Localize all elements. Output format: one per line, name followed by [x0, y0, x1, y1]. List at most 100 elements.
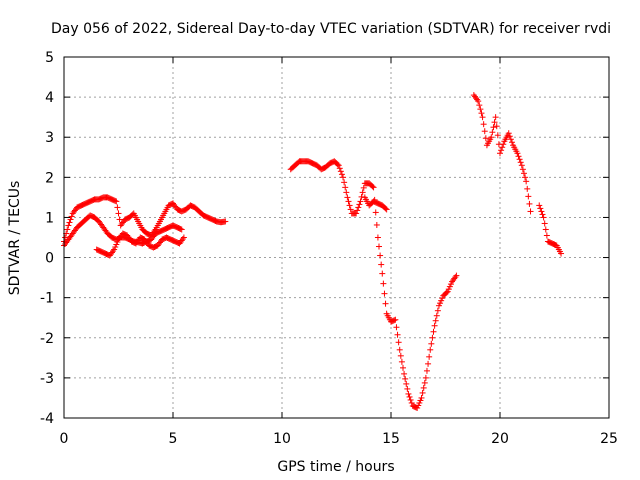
data-point	[178, 226, 185, 233]
data-point	[398, 358, 405, 365]
data-point	[65, 222, 72, 229]
data-point	[112, 197, 119, 204]
data-point	[392, 316, 399, 323]
data-point	[537, 205, 544, 212]
data-point	[373, 221, 380, 228]
data-point	[343, 189, 350, 196]
data-point	[417, 397, 424, 404]
data-point	[358, 193, 365, 200]
data-point	[222, 218, 229, 225]
data-point	[402, 375, 409, 382]
data-point	[428, 340, 435, 347]
y-tick-label: 1	[45, 210, 54, 226]
y-tick-label: 3	[45, 130, 54, 146]
grid-lines	[64, 57, 609, 418]
data-point	[518, 162, 525, 169]
data-point	[445, 286, 452, 293]
y-tick-label: 4	[45, 90, 54, 106]
y-axis-label: SDTVAR / TECUs	[7, 181, 23, 296]
data-point	[508, 139, 515, 146]
data-point	[62, 234, 69, 241]
data-point	[524, 185, 531, 192]
data-point	[541, 220, 548, 227]
y-tick-label: 2	[45, 170, 54, 186]
data-point	[407, 396, 414, 403]
y-tick-label: -3	[40, 371, 54, 387]
data-point	[347, 206, 354, 213]
data-point	[539, 211, 546, 218]
data-point	[522, 174, 529, 181]
data-point	[420, 384, 427, 391]
data-point	[526, 200, 533, 207]
x-tick-label: 25	[600, 431, 618, 447]
data-point	[476, 102, 483, 109]
data-point	[113, 198, 120, 205]
data-point	[376, 243, 383, 250]
data-point	[334, 161, 341, 168]
chart-title: Day 056 of 2022, Sidereal Day-to-day VTE…	[51, 21, 611, 37]
data-point	[542, 226, 549, 233]
data-point	[381, 290, 388, 297]
data-point	[416, 399, 423, 406]
data-point	[377, 252, 384, 259]
data-point	[479, 114, 486, 121]
data-point	[493, 123, 500, 130]
x-tick-label: 10	[273, 431, 291, 447]
data-point	[408, 399, 415, 406]
data-point	[515, 153, 522, 160]
data-point	[344, 194, 351, 201]
data-point	[438, 297, 445, 304]
data-point	[480, 121, 487, 128]
data-point	[64, 226, 71, 233]
data-point	[397, 352, 404, 359]
data-point	[422, 374, 429, 381]
data-point	[393, 324, 400, 331]
data-point	[538, 208, 545, 215]
data-point	[498, 147, 505, 154]
data-point	[404, 385, 411, 392]
y-tick-label: -1	[40, 291, 54, 307]
data-point	[114, 239, 121, 246]
tick-labels: 0 5 10 15 20 25 -4 -3 -2 -1 0 1 2 3 4 5	[40, 50, 618, 447]
data-point	[345, 198, 352, 205]
data-point	[382, 300, 389, 307]
data-point	[421, 379, 428, 386]
data-point	[383, 206, 390, 213]
data-point	[427, 346, 434, 353]
data-point	[477, 106, 484, 113]
data-point	[357, 198, 364, 205]
data-point	[497, 150, 503, 157]
data-point	[342, 184, 349, 191]
data-point	[520, 170, 527, 177]
data-point	[453, 272, 460, 279]
data-point	[67, 216, 74, 223]
data-point	[423, 367, 430, 374]
data-point	[340, 174, 347, 181]
x-tick-label: 20	[491, 431, 509, 447]
data-point	[337, 168, 344, 175]
data-point	[439, 295, 446, 302]
x-tick-label: 15	[382, 431, 400, 447]
data-point	[514, 150, 521, 157]
data-point	[536, 202, 543, 209]
plot-frame	[63, 56, 610, 419]
x-tick-label: 0	[60, 431, 69, 447]
data-point	[341, 179, 348, 186]
data-point	[425, 360, 432, 367]
data-point	[516, 156, 523, 163]
data-point	[68, 213, 75, 220]
data-point	[419, 389, 426, 396]
data-point	[414, 404, 421, 411]
data-point	[519, 166, 526, 173]
data-point	[499, 144, 506, 151]
data-point	[356, 201, 363, 208]
data-point	[180, 234, 187, 241]
data-point	[444, 288, 451, 295]
data-point	[426, 353, 433, 360]
data-point	[394, 331, 401, 338]
data-point	[354, 207, 361, 214]
data-points	[61, 92, 565, 411]
data-point	[374, 234, 381, 241]
data-point	[432, 317, 439, 324]
